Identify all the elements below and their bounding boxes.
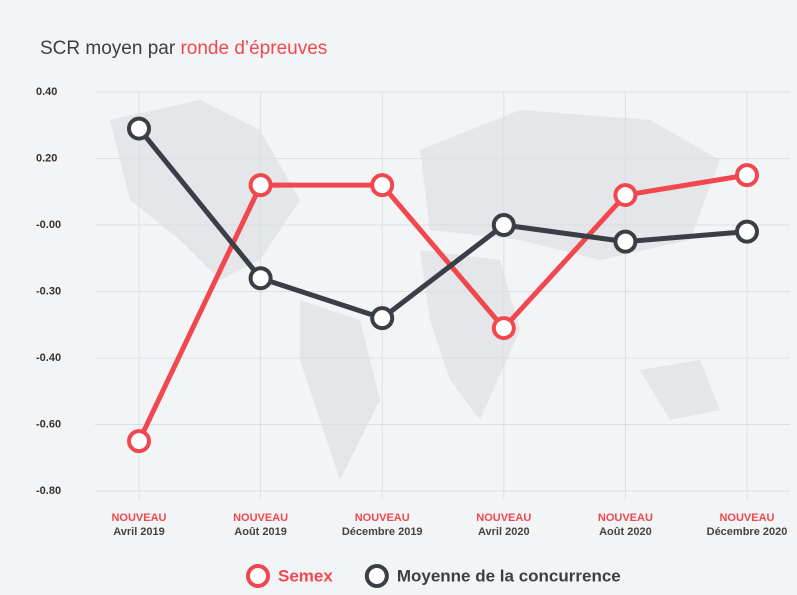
x-tick-label: Août 2019: [234, 526, 287, 538]
data-point: [491, 213, 516, 237]
legend-marker: [364, 564, 389, 588]
series-line: [137, 126, 748, 321]
x-tick-label: Décembre 2019: [342, 526, 423, 538]
legend-label: Semex: [278, 566, 333, 585]
category-tag: NOUVEAU: [598, 512, 653, 524]
y-tick-label: 0.40: [36, 86, 57, 98]
chart-title: SCR moyen par ronde d’épreuves: [40, 38, 327, 59]
data-point: [613, 229, 638, 254]
legend-label: Moyenne de la concurrence: [397, 566, 621, 585]
category-tag: NOUVEAU: [355, 512, 410, 524]
data-point: [491, 316, 516, 341]
x-tick-label: Août 2020: [599, 526, 652, 538]
data-point: [613, 183, 638, 208]
category-tag: NOUVEAU: [233, 512, 288, 524]
category-tag: NOUVEAU: [719, 512, 774, 524]
category-tag: NOUVEAU: [476, 512, 531, 524]
data-point: [248, 173, 273, 198]
y-tick-label: 0.20: [36, 152, 57, 164]
data-point: [370, 306, 395, 331]
title-highlight: ronde d’épreuves: [180, 38, 327, 59]
x-tick-label: Décembre 2020: [707, 526, 788, 538]
x-tick-label: Avril 2020: [478, 526, 530, 538]
data-point: [127, 116, 151, 141]
series-line: [136, 172, 748, 443]
y-tick-label: -0.80: [36, 485, 61, 497]
data-point: [735, 163, 759, 188]
legend-marker: [246, 564, 270, 588]
y-tick-label: -0.30: [36, 285, 61, 297]
data-point: [735, 219, 759, 244]
x-tick-label: Avril 2019: [113, 526, 165, 538]
data-point: [370, 173, 395, 198]
data-point: [248, 266, 273, 291]
y-tick-label: -0.00: [36, 219, 61, 231]
title-text: SCR moyen par: [40, 38, 176, 59]
y-tick-label: -0.40: [36, 352, 61, 364]
category-tag: NOUVEAU: [111, 512, 166, 524]
y-tick-label: -0.60: [36, 418, 61, 430]
data-point: [127, 429, 151, 454]
